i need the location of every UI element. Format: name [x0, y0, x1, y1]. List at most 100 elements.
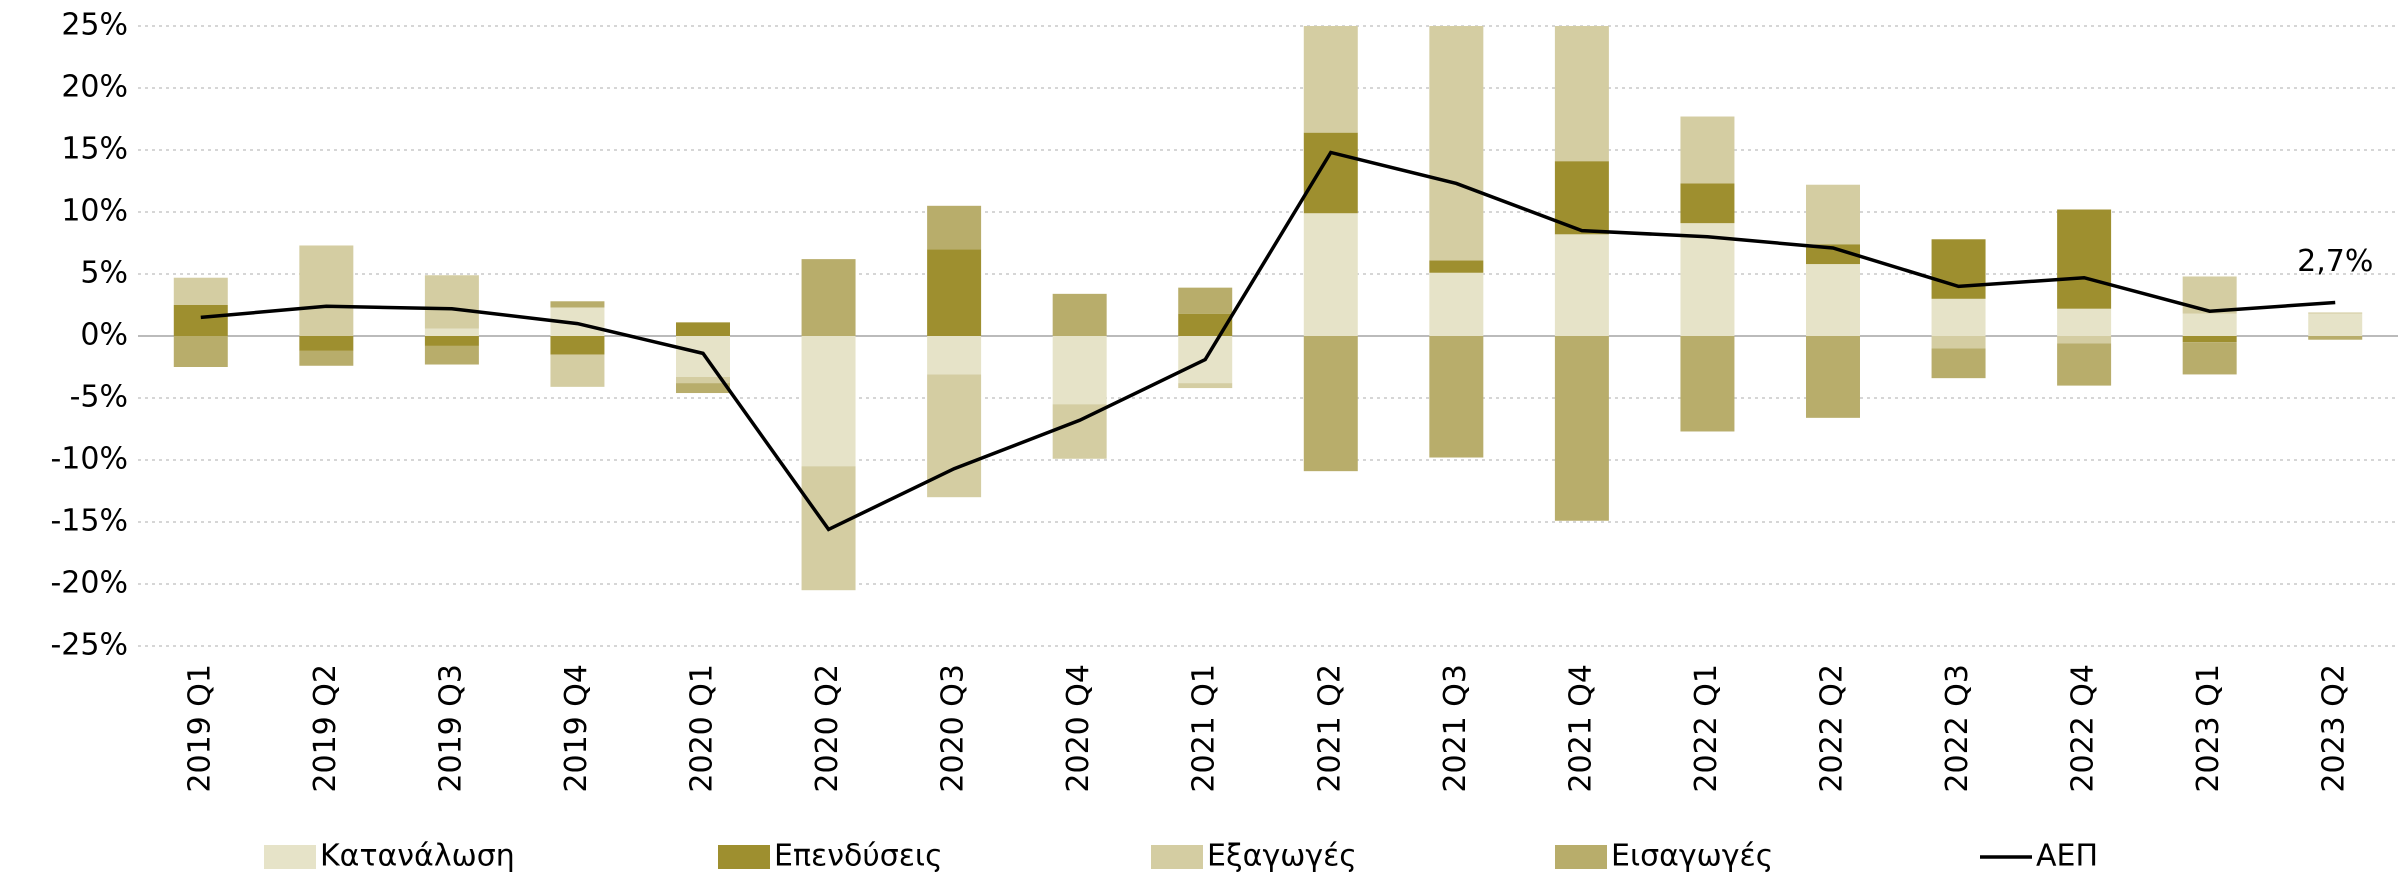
x-tick-label: 2023 Q1: [2191, 664, 2226, 793]
bar: [676, 383, 730, 394]
x-tick-label: 2021 Q3: [1438, 664, 1473, 793]
bar: [2182, 342, 2237, 375]
x-tick-label: 2019 Q1: [182, 664, 217, 793]
x-tick-label: 2019 Q3: [433, 664, 468, 793]
bar: [550, 301, 605, 308]
legend-label: Εισαγωγές: [1611, 839, 1773, 874]
bar: [550, 336, 605, 355]
bar: [173, 277, 228, 305]
y-tick-label: -15%: [50, 504, 128, 539]
bar: [1429, 260, 1484, 273]
bar: [2308, 336, 2363, 340]
x-tick-label: 2019 Q4: [559, 664, 594, 793]
bar: [2308, 313, 2363, 336]
bar: [2057, 209, 2112, 309]
x-tick-label: 2019 Q2: [308, 664, 343, 793]
bar: [424, 345, 479, 365]
bar: [1303, 336, 1358, 472]
bar: [1052, 336, 1107, 405]
bar: [927, 336, 982, 375]
bar: [1680, 336, 1735, 432]
x-tick-label: 2022 Q3: [1940, 664, 1975, 793]
bar: [2182, 313, 2237, 336]
bar: [801, 336, 856, 467]
x-tick-label: 2022 Q2: [1815, 664, 1850, 793]
legend-swatch: [264, 845, 316, 869]
legend-swatch: [718, 845, 770, 869]
bar: [424, 336, 479, 346]
x-tick-label: 2020 Q1: [685, 664, 720, 793]
bar: [1554, 26, 1609, 162]
bar: [801, 259, 856, 336]
bar: [676, 376, 730, 384]
y-tick-label: -20%: [50, 566, 128, 601]
bar: [173, 336, 228, 367]
bar: [676, 336, 730, 377]
bar: [1429, 26, 1484, 261]
plot-area: [173, 26, 2363, 591]
data-label: 2,7%: [2297, 244, 2373, 279]
bar: [1303, 213, 1358, 336]
line: [200, 150, 2336, 532]
bar: [173, 305, 228, 336]
x-tick-label: 2020 Q3: [936, 664, 971, 793]
y-tick-label: 0%: [80, 318, 128, 353]
bar: [1178, 383, 1233, 389]
bar: [550, 354, 605, 387]
bar: [1931, 298, 1986, 336]
bar: [1680, 116, 1735, 184]
bar: [2182, 336, 2237, 343]
bar: [1554, 234, 1609, 336]
y-tick-label: 20%: [61, 70, 128, 105]
x-tick-label: 2022 Q4: [2066, 664, 2101, 793]
x-tick-label: 2021 Q4: [1563, 664, 1598, 793]
bar: [1303, 132, 1358, 214]
y-tick-label: -25%: [50, 628, 128, 663]
legend-label: Εξαγωγές: [1207, 839, 1357, 874]
y-tick-label: 25%: [61, 8, 128, 43]
bar: [299, 336, 354, 351]
bar: [1680, 183, 1735, 224]
legend-label: ΑΕΠ: [2036, 839, 2098, 874]
bar: [676, 322, 730, 336]
bar: [927, 249, 982, 336]
x-tick-label: 2020 Q4: [1061, 664, 1096, 793]
legend-swatch: [1151, 845, 1203, 869]
bar: [1931, 336, 1986, 349]
bar: [1931, 348, 1986, 379]
legend-swatch: [1555, 845, 1607, 869]
bar: [299, 350, 354, 366]
x-tick-label: 2023 Q2: [2317, 664, 2352, 793]
bar: [424, 328, 479, 336]
bar: [1931, 239, 1986, 299]
bar: [2308, 312, 2363, 314]
bar: [1303, 26, 1358, 133]
y-tick-label: 5%: [80, 256, 128, 291]
y-tick-label: -5%: [70, 380, 128, 415]
bar: [1680, 223, 1735, 336]
bar: [927, 205, 982, 250]
bar: [1554, 336, 1609, 521]
x-tick-label: 2021 Q1: [1187, 664, 1222, 793]
x-tick-label: 2021 Q2: [1312, 664, 1347, 793]
y-tick-label: 10%: [61, 194, 128, 229]
bar: [1806, 336, 1860, 418]
y-tick-label: -10%: [50, 442, 128, 477]
bar: [1429, 336, 1484, 458]
x-tick-label: 2020 Q2: [810, 664, 845, 793]
y-tick-label: 15%: [61, 132, 128, 167]
bar: [2057, 336, 2112, 344]
bar: [1178, 287, 1233, 314]
x-tick-label: 2022 Q1: [1689, 664, 1724, 793]
bar: [1178, 313, 1233, 336]
legend-label: Κατανάλωση: [320, 839, 515, 874]
bar: [2057, 308, 2112, 336]
bar: [2057, 343, 2112, 386]
bar: [1429, 272, 1484, 336]
bar: [1052, 293, 1107, 336]
bar: [424, 275, 479, 329]
bar: [1806, 184, 1860, 245]
bar: [299, 245, 354, 336]
bar: [1806, 244, 1860, 265]
